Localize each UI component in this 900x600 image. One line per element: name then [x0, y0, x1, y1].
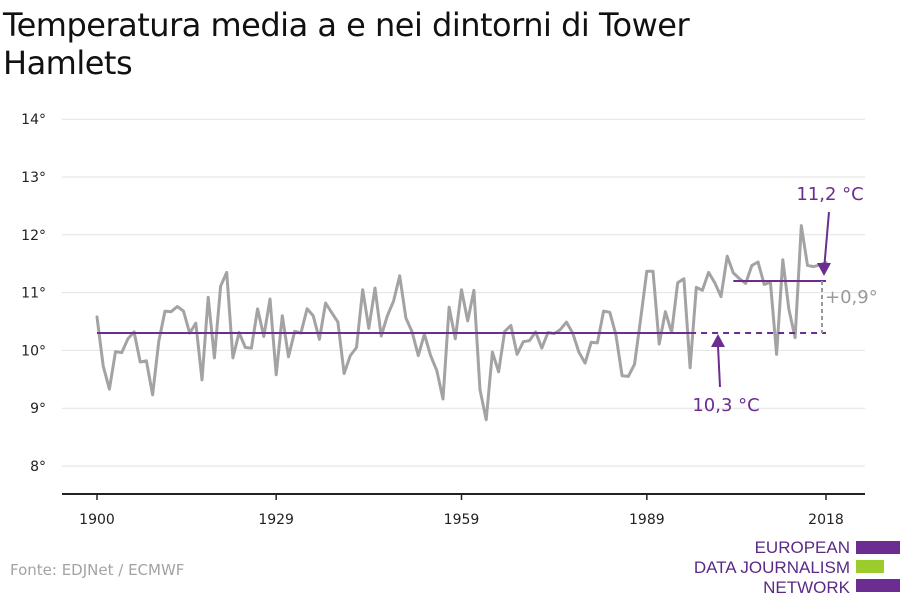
logo-bar-gap [884, 560, 900, 573]
y-tick-label: 13° [21, 170, 46, 186]
logo-bar-bottom [856, 579, 900, 592]
baseline-mean-label: 10,3 °C [692, 395, 759, 416]
logo-wordmark: EUROPEAN DATA JOURNALISM NETWORK [694, 538, 850, 598]
x-tick-label: 1989 [629, 512, 665, 528]
temperature-chart: 8° 9° 10° 11° 12° 13° 14° 1900 1929 1959 1989 2018… [21, 112, 878, 528]
x-tick-label: 1900 [79, 512, 115, 528]
recent-mean-arrow-shaft [823, 211, 830, 265]
y-axis-tick-labels: 8° 9° 10° 11° 12° 13° 14° [21, 112, 46, 475]
recent-mean-label: 11,2 °C [796, 184, 863, 205]
x-tick-label: 1929 [258, 512, 294, 528]
baseline-mean-arrow-shaft [717, 345, 721, 388]
y-tick-label: 11° [21, 286, 46, 302]
y-tick-label: 8° [30, 459, 46, 475]
x-tick-label: 1959 [444, 512, 480, 528]
chart-title: Temperatura media a e nei dintorni di To… [3, 6, 690, 82]
difference-label: +0,9° [825, 287, 878, 308]
y-tick-label: 12° [21, 228, 46, 244]
x-axis: 1900 1929 1959 1989 2018 [62, 493, 865, 528]
x-tick-label: 2018 [808, 512, 844, 528]
logo-line-1: EUROPEAN [754, 538, 850, 557]
temperature-series-line [95, 224, 828, 422]
reference-lines [97, 280, 826, 335]
edjnet-logo: EUROPEAN DATA JOURNALISM NETWORK [694, 538, 900, 600]
logo-bar-green-segment [856, 560, 884, 573]
y-tick-label: 14° [21, 112, 46, 128]
annotations: 11,2 °C 10,3 °C +0,9° [692, 184, 877, 416]
baseline-mean-arrow-head [711, 334, 725, 347]
source-credit: Fonte: EDJNet / ECMWF [10, 561, 185, 579]
logo-line-2: DATA JOURNALISM [693, 558, 850, 577]
logo-bar-top [856, 541, 900, 554]
recent-mean-arrow-head [817, 263, 831, 276]
logo-line-3: NETWORK [763, 578, 850, 597]
y-tick-label: 9° [30, 401, 46, 417]
y-tick-label: 10° [21, 343, 46, 359]
grid-lines [62, 118, 865, 467]
logo-bar-green [856, 560, 900, 573]
series-layer [95, 224, 828, 422]
